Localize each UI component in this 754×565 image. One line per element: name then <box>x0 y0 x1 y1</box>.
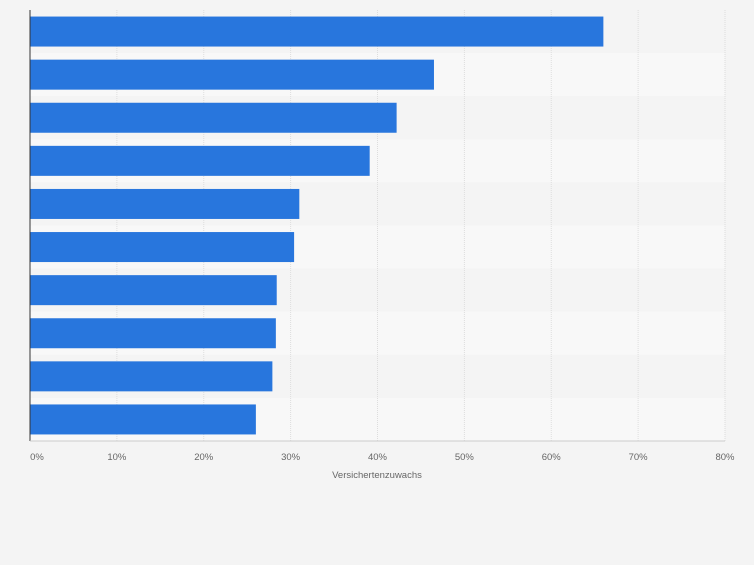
x-tick-label: 50% <box>455 452 475 463</box>
x-tick-label: 70% <box>629 452 649 463</box>
bar <box>30 232 295 263</box>
bars <box>30 16 604 435</box>
x-axis-label: Versichertenzuwachs <box>332 470 422 481</box>
x-tick-label: 40% <box>368 452 388 463</box>
x-tick-label: 60% <box>542 452 562 463</box>
x-tick-labels: 0% 10% 20% 30% 40% 50% 60% 70% 80% <box>30 452 735 463</box>
bar <box>30 145 370 176</box>
x-tick-label: 0% <box>30 452 44 463</box>
x-tick-label: 10% <box>107 452 127 463</box>
bar <box>30 59 434 90</box>
x-tick-label: 30% <box>281 452 301 463</box>
bar <box>30 188 300 219</box>
bar <box>30 361 273 392</box>
bar <box>30 102 397 133</box>
bar <box>30 16 604 47</box>
x-tick-label: 20% <box>194 452 214 463</box>
bar <box>30 404 256 435</box>
bar <box>30 318 276 349</box>
bar <box>30 275 277 306</box>
x-tick-label: 80% <box>715 452 735 463</box>
axes <box>29 10 725 442</box>
